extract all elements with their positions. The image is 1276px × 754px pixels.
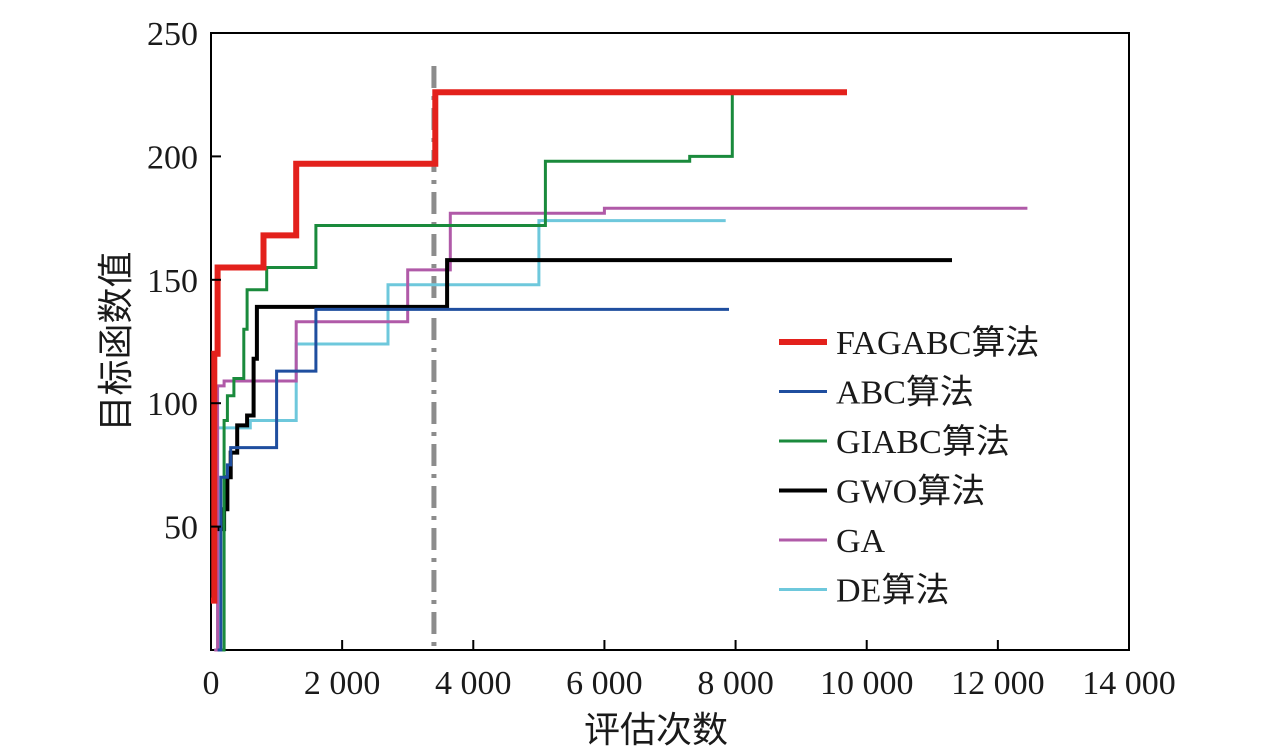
y-tick-label: 200	[147, 139, 198, 176]
series-line-GIABC算法	[220, 90, 847, 652]
legend-label: GWO算法	[836, 473, 985, 511]
series-line-GWO算法	[217, 258, 952, 532]
legend-label: GIABC算法	[836, 423, 1010, 461]
y-tick-label: 250	[147, 16, 198, 53]
series-layer	[211, 89, 1028, 652]
legend-label: GA	[836, 523, 886, 560]
x-tick-label: 8 000	[697, 665, 774, 702]
legend-label: FAGABC算法	[836, 324, 1039, 362]
y-axis-title: 目标函数值	[96, 251, 137, 431]
ticks-layer: 0 2 000 4 000 6 000 8 000 10 000 12 000 14 000 5…	[147, 16, 1176, 702]
x-tick-label: 6 000	[566, 665, 643, 702]
legend-label: DE算法	[836, 572, 949, 610]
x-tick-label: 4 000	[435, 665, 512, 702]
series-line-ABC算法	[217, 307, 729, 652]
legend: FAGABC算法 ABC算法 GIABC算法 GWO算法 GA DE算法	[779, 324, 1039, 610]
plot-border	[210, 32, 1130, 651]
y-tick-label: 100	[147, 386, 198, 423]
x-tick-label: 2 000	[304, 665, 381, 702]
series-line-GA	[214, 206, 1028, 652]
y-tick-label: 50	[164, 510, 198, 547]
x-tick-label: 0	[203, 665, 220, 702]
x-tick-label: 12 000	[951, 665, 1045, 702]
x-tick-label: 10 000	[820, 665, 914, 702]
y-tick-label: 150	[147, 263, 198, 300]
series-line-DE算法	[214, 219, 726, 652]
plot-frame	[210, 32, 1130, 651]
x-axis-title: 评估次数	[584, 710, 728, 751]
x-tick-label: 14 000	[1082, 665, 1176, 702]
series-line-FAGABC算法	[211, 89, 847, 604]
legend-label: ABC算法	[836, 374, 974, 412]
